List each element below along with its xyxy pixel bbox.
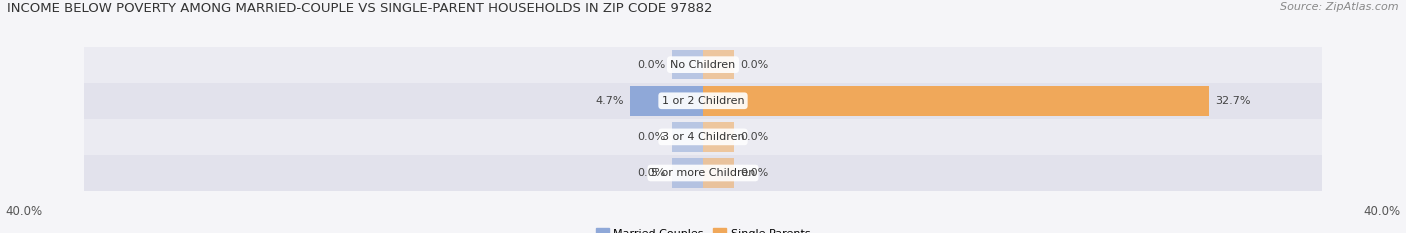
Text: 0.0%: 0.0%	[740, 132, 768, 142]
Text: 0.0%: 0.0%	[638, 168, 666, 178]
Text: 40.0%: 40.0%	[6, 205, 42, 218]
Text: Source: ZipAtlas.com: Source: ZipAtlas.com	[1281, 2, 1399, 12]
Bar	[84, 155, 1322, 191]
Bar	[672, 122, 703, 152]
Text: 0.0%: 0.0%	[740, 168, 768, 178]
Text: 5 or more Children: 5 or more Children	[651, 168, 755, 178]
Bar	[672, 158, 703, 188]
Bar	[703, 86, 1209, 116]
Text: 0.0%: 0.0%	[638, 132, 666, 142]
Text: 4.7%: 4.7%	[596, 96, 624, 106]
Text: INCOME BELOW POVERTY AMONG MARRIED-COUPLE VS SINGLE-PARENT HOUSEHOLDS IN ZIP COD: INCOME BELOW POVERTY AMONG MARRIED-COUPL…	[7, 2, 713, 15]
Text: 0.0%: 0.0%	[638, 60, 666, 70]
Bar	[84, 83, 1322, 119]
Text: 3 or 4 Children: 3 or 4 Children	[662, 132, 744, 142]
Bar	[703, 50, 734, 79]
Legend: Married Couples, Single Parents: Married Couples, Single Parents	[596, 228, 810, 233]
Bar	[84, 47, 1322, 83]
Text: 40.0%: 40.0%	[1364, 205, 1400, 218]
Text: 0.0%: 0.0%	[740, 60, 768, 70]
Bar	[84, 119, 1322, 155]
Text: 32.7%: 32.7%	[1215, 96, 1250, 106]
Bar	[703, 158, 734, 188]
Bar	[672, 50, 703, 79]
Text: No Children: No Children	[671, 60, 735, 70]
Bar	[630, 86, 703, 116]
Text: 1 or 2 Children: 1 or 2 Children	[662, 96, 744, 106]
Bar	[703, 122, 734, 152]
